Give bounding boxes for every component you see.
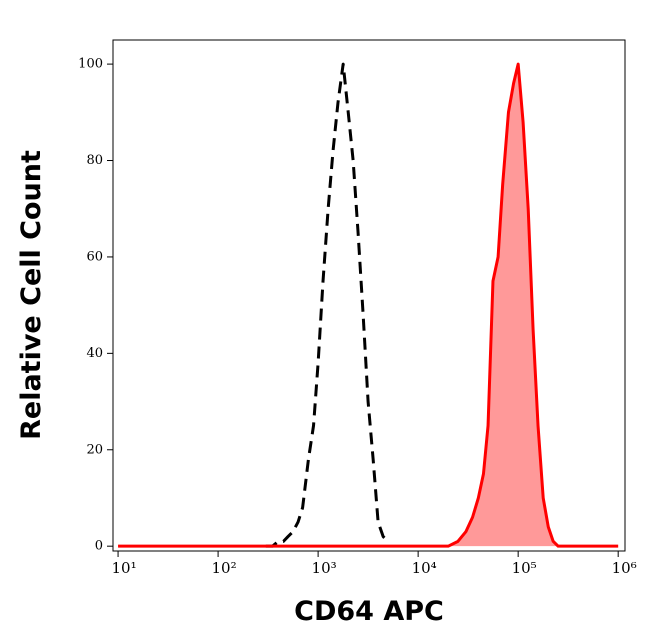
x-tick-label: 10⁵ xyxy=(512,559,537,577)
y-tick-label: 20 xyxy=(86,442,103,457)
y-axis-title: Relative Cell Count xyxy=(16,150,47,440)
y-tick-label: 40 xyxy=(86,346,103,361)
y-tick-label: 60 xyxy=(86,249,103,264)
line xyxy=(118,62,619,548)
y-tick-label: 100 xyxy=(78,57,103,72)
x-tick-label: 10⁴ xyxy=(412,559,437,577)
line xyxy=(265,62,390,548)
x-tick-label: 10³ xyxy=(312,559,337,577)
x-axis-title: CD64 APC xyxy=(294,596,444,627)
x-tick-label: 10² xyxy=(212,559,237,577)
y-tick-label: 80 xyxy=(86,153,103,168)
plot-frame xyxy=(112,39,626,552)
x-tick-label: 10⁶ xyxy=(612,559,637,577)
y-tick-label: 0 xyxy=(95,539,103,554)
area xyxy=(118,64,619,547)
x-tick-label: 10¹ xyxy=(112,559,137,577)
